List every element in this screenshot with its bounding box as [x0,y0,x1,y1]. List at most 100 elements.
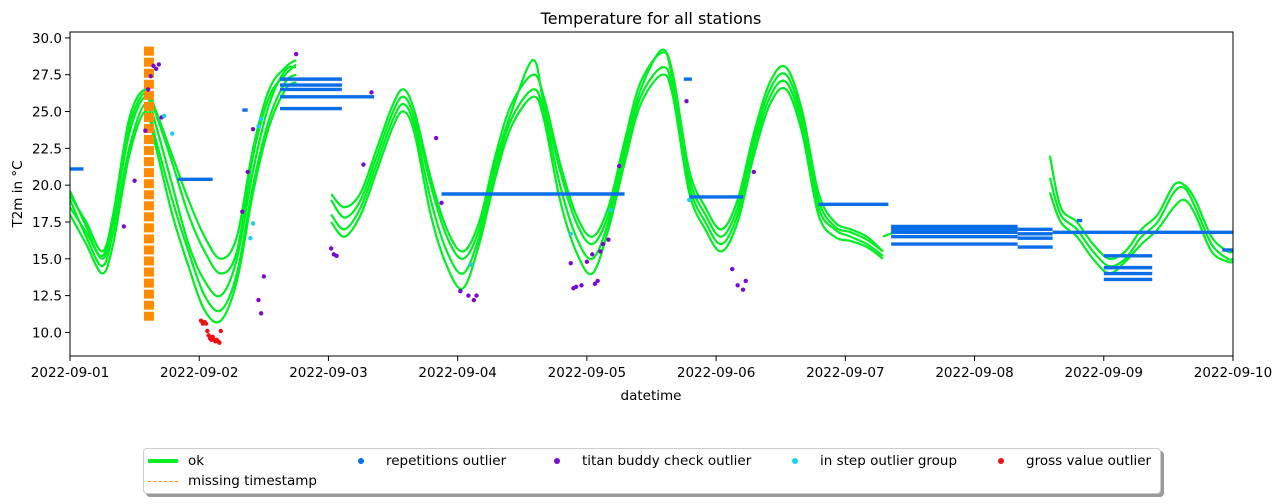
ok-series-line [70,81,297,324]
missing-timestamp-marker [143,68,154,78]
titan-buddy-check-outlier-point [598,249,603,254]
titan-buddy-check-outlier-point [240,209,245,214]
in-step-outlier-point [250,221,256,226]
titan-buddy-check-outlier-point [592,281,598,287]
repetitions-dot-swatch [344,452,378,470]
missing-timestamp-marker [143,311,154,321]
missing-timestamp-marker [143,90,154,100]
titan-buddy-check-outlier-point [595,278,600,284]
titan-buddy-check-outlier-point [600,241,606,247]
x-tick-label: 2022-09-08 [935,365,1013,381]
titan-buddy-check-outlier-point [579,283,584,288]
missing-timestamp-marker [143,212,154,222]
missing-timestamp-marker [143,179,154,189]
missing-timestamp-marker [143,289,154,299]
y-tick-label: 17.5 [32,215,62,231]
titan-buddy-check-outlier-point [334,253,339,259]
titan-buddy-check-outlier-point [293,51,299,57]
titan-buddy-check-outlier-point [474,293,479,298]
legend-item-gross: gross value outlier [984,452,1151,470]
titan-buddy-check-outlier-point [751,169,757,175]
step-dot-swatch [778,452,812,470]
x-tick-label: 2022-09-03 [289,365,367,381]
y-tick-label: 20.0 [32,178,62,194]
missing-timestamp-marker [143,300,154,310]
y-tick-label: 10.0 [32,325,62,341]
titan-buddy-check-outlier-point [466,293,471,298]
gross-value-outlier-point [217,340,222,345]
y-tick-label: 15.0 [32,252,62,268]
ok-series-line [70,73,297,313]
ok-series-line [330,66,884,275]
missing-timestamp-marker [143,123,154,133]
titan-buddy-check-outlier-point [433,135,439,141]
titan-buddy-check-outlier-point [148,73,153,79]
legend-label-step: in step outlier group [820,453,958,469]
titan-buddy-check-outlier-point [250,127,256,132]
titan-buddy-check-outlier-point [258,311,264,316]
titan-buddy-check-outlier-point [361,162,366,167]
titan-buddy-check-outlier-point [590,252,595,257]
legend-label-ok: ok [188,453,205,469]
titan-buddy-check-outlier-point [261,274,267,279]
missing-timestamp-marker [143,112,154,122]
missing-timestamp-marker [143,101,154,111]
in-step-outlier-point [258,116,264,122]
titan-buddy-check-outlier-point [573,284,579,289]
legend-item-repetitions: repetitions outlier [344,452,506,470]
y-axis-label: T2m in °C [10,160,26,228]
in-step-outlier-point [170,131,175,136]
gross-value-outlier-point [205,328,210,334]
legend-label-repetitions: repetitions outlier [386,453,507,469]
missing-dash-swatch [146,472,180,490]
titan-buddy-check-outlier-point [143,128,148,133]
x-tick-label: 2022-09-02 [160,365,238,381]
titan-buddy-check-outlier-point [606,237,611,242]
x-tick-label: 2022-09-05 [548,365,626,381]
gross-value-outlier-point [218,328,223,334]
y-tick-label: 12.5 [32,289,62,305]
legend: ok repetitions outlier titan buddy check… [143,448,1161,494]
ok-series-line [70,63,297,275]
x-tick-label: 2022-09-01 [31,365,109,381]
titan-buddy-check-outlier-point [151,63,156,69]
in-step-outlier-point [568,231,573,236]
titan-buddy-check-outlier-point [256,297,261,303]
titan-buddy-check-outlier-point [584,259,590,264]
missing-timestamp-marker [143,135,154,145]
titan-buddy-check-outlier-point [743,278,748,284]
y-tick-label: 27.5 [32,68,62,84]
missing-timestamp-marker [143,57,154,67]
missing-timestamp-marker [143,146,154,156]
ok-series-line [70,65,297,298]
ok-series-line [330,51,884,253]
missing-timestamp-marker [143,157,154,167]
titan-buddy-check-outlier-point [153,66,159,72]
legend-label-titan: titan buddy check outlier [582,453,752,469]
titan-buddy-check-outlier-point [245,169,250,175]
legend-label-missing: missing timestamp [188,473,317,489]
missing-timestamp-marker [143,245,154,255]
missing-timestamp-marker [143,267,154,277]
in-step-outlier-point [248,235,253,241]
x-tick-label: 2022-09-10 [1194,365,1272,381]
plot-frame [69,31,1234,357]
titan-buddy-check-outlier-point [369,90,374,95]
in-step-outlier-point [162,113,167,119]
titan-buddy-check-outlier-point [735,283,740,288]
gross-dot-swatch [984,452,1018,470]
titan-buddy-check-outlier-point [121,224,127,229]
titan-buddy-check-outlier-point [458,289,463,294]
titan-buddy-check-outlier-point [439,200,444,206]
x-tick-label: 2022-09-04 [418,365,496,381]
legend-item-missing: missing timestamp [146,472,317,490]
legend-item-ok: ok [146,452,204,470]
titan-buddy-check-outlier-point [156,62,162,67]
titan-buddy-check-outlier-point [684,99,689,104]
in-step-outlier-point [256,124,261,129]
titan-buddy-check-outlier-point [616,163,622,169]
missing-timestamp-marker [143,46,154,56]
titan-dot-swatch [540,452,574,470]
x-tick-label: 2022-09-06 [677,365,755,381]
titan-buddy-check-outlier-point [568,261,573,266]
